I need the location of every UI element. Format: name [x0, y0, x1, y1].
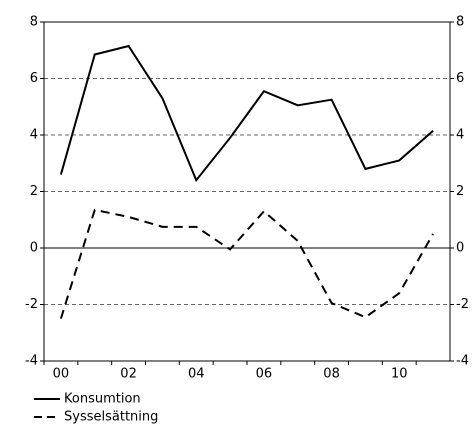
y-tick-label: 4	[30, 128, 38, 143]
legend-label: Konsumtion	[64, 392, 141, 407]
y2-tick-label: 0	[456, 241, 464, 256]
y2-tick-label: 4	[456, 128, 464, 143]
x-tick-label: 00	[53, 367, 70, 382]
x-tick-label: 06	[256, 367, 273, 382]
y2-tick-label: -4	[456, 354, 469, 369]
y2-tick-label: 8	[456, 15, 464, 30]
x-tick-label: 08	[323, 367, 340, 382]
y-tick-label: 8	[30, 15, 38, 30]
y2-tick-label: 2	[456, 184, 464, 199]
x-tick-label: 04	[188, 367, 205, 382]
line-series	[59, 44, 434, 183]
y2-tick-label: -2	[456, 297, 469, 312]
x-tick-label: 02	[120, 367, 137, 382]
y-tick-label: -4	[25, 354, 38, 369]
line-series	[59, 208, 434, 319]
y2-tick-label: 6	[456, 71, 464, 86]
y-tick-label: 0	[30, 241, 38, 256]
x-tick-label: 10	[391, 367, 408, 382]
y-tick-label: -2	[25, 297, 38, 312]
y-tick-label: 6	[30, 71, 38, 86]
y-tick-label: 2	[30, 184, 38, 199]
legend-label: Sysselsättning	[64, 410, 158, 425]
